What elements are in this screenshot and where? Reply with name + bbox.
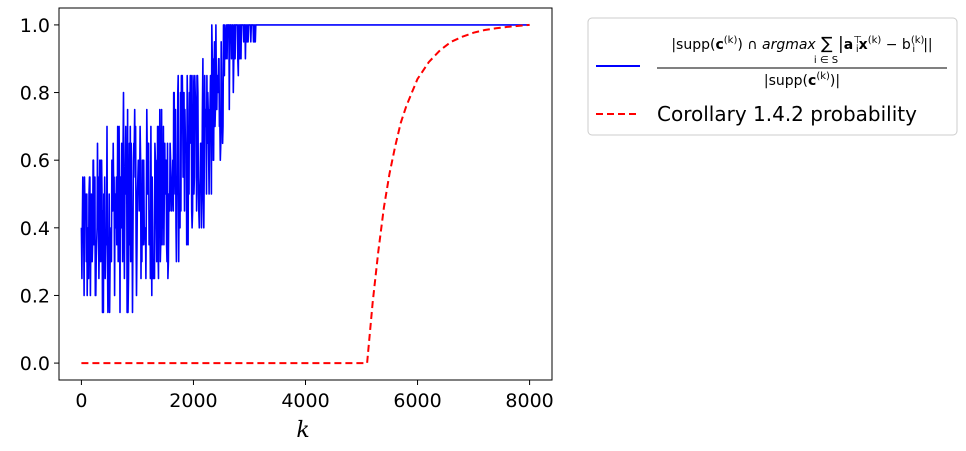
x-axis: 0 2000 4000 6000 8000 [75, 380, 554, 412]
x-tick-label: 8000 [505, 390, 553, 412]
y-tick-label: 0.2 [20, 285, 50, 307]
series-ratio-line [80, 24, 530, 314]
y-tick-label: 0.6 [20, 150, 50, 172]
y-tick-label: 0.8 [20, 83, 50, 105]
x-tick-label: 2000 [169, 390, 217, 412]
legend-box [587, 17, 958, 136]
y-tick-label: 0.4 [20, 218, 50, 240]
x-tick-label: 6000 [393, 390, 441, 412]
x-axis-label: k [296, 418, 309, 443]
plot-area [58, 7, 553, 381]
y-tick-label: 0.0 [20, 353, 50, 375]
legend-label-corollary: Corollary 1.4.2 probability [657, 102, 917, 126]
series-corollary-probability [81, 23, 530, 365]
legend-label-ratio-numerator: |supp(c(k)) ∩ argmax ∑ |a⊤ ix(k) − b(k) i |… [671, 34, 932, 55]
legend-label-ratio-denominator: |supp(c(k))| [764, 71, 840, 89]
y-axis: 0.0 0.2 0.4 0.6 0.8 1.0 [20, 15, 59, 375]
x-tick-label: 4000 [281, 390, 329, 412]
series-ratio [80, 24, 530, 314]
x-tick-label: 0 [75, 390, 87, 412]
legend-label-ratio-sum-subscript: i ∈ S [814, 55, 838, 66]
legend: |supp(c(k)) ∩ argmax ∑ |a⊤ ix(k) − b(k) i |… [587, 17, 958, 136]
y-tick-label: 1.0 [20, 15, 50, 37]
